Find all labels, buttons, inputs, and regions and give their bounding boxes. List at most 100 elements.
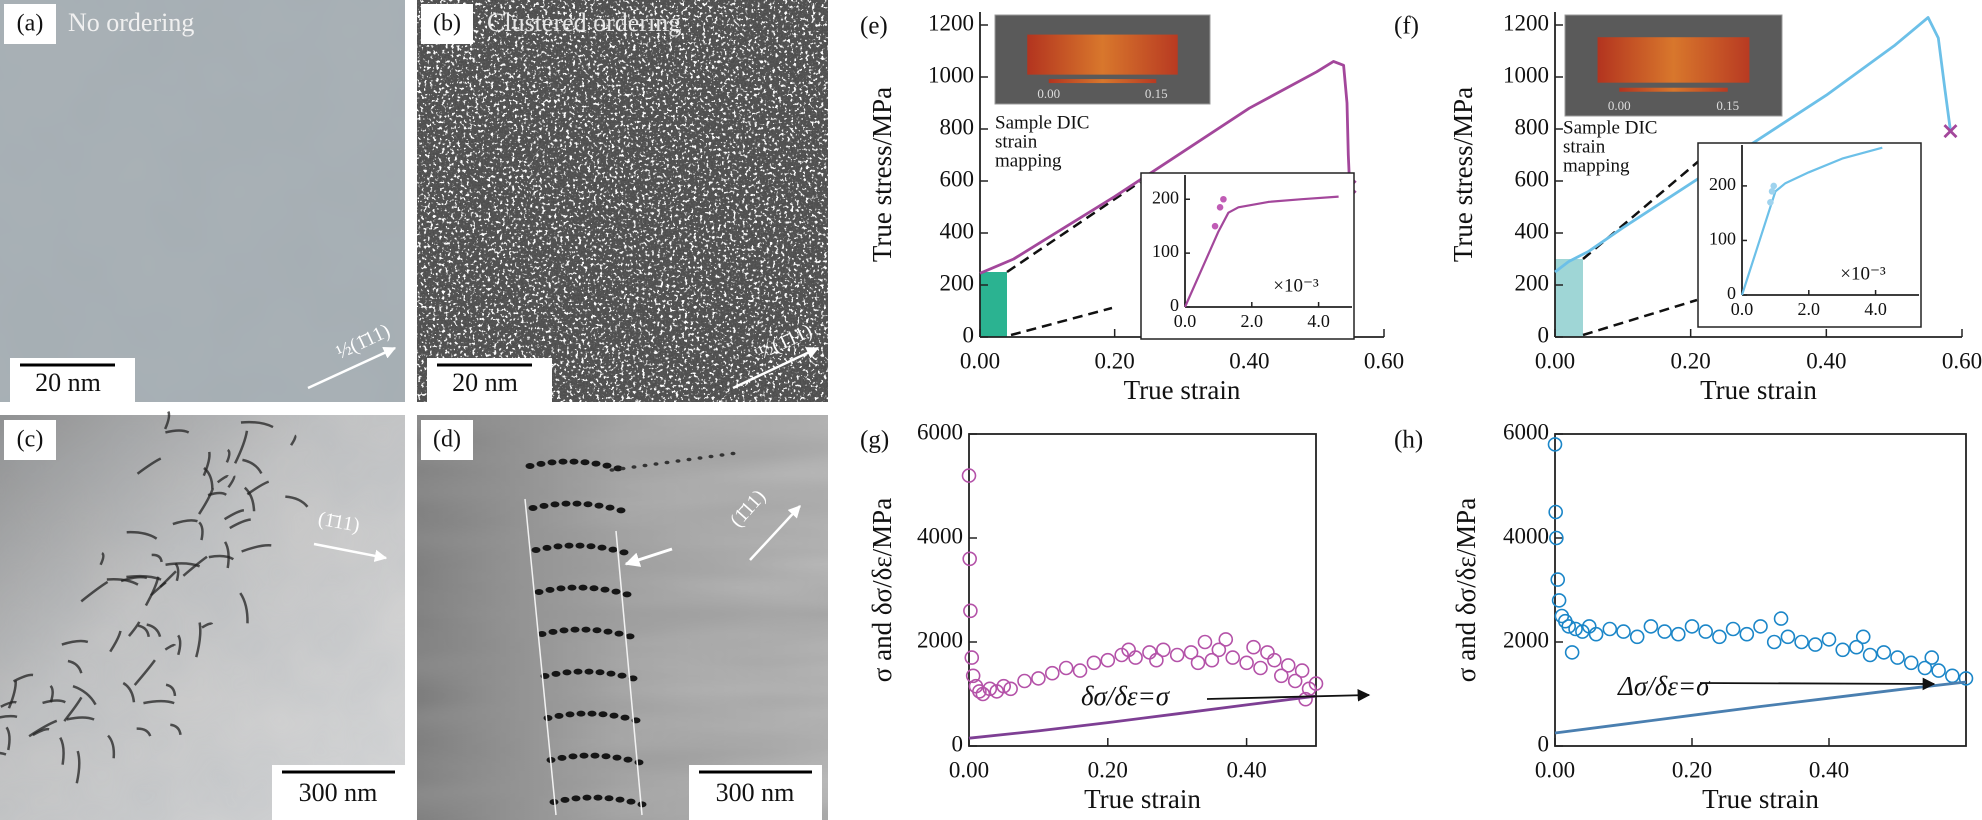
x-tick-label: 0.40 [1226,757,1266,782]
scatter-point [1698,624,1713,639]
dic-region [980,272,1007,337]
dislocation [120,575,148,583]
annotation-arrow [1699,677,1936,691]
dislocation-dot [606,670,616,677]
dislocation-dot [539,502,549,509]
dislocation-dot [592,627,602,634]
scatter-point [1211,642,1227,658]
panel-label: (b) [433,11,461,37]
scatter-point [1780,629,1796,645]
dislocation-dot [547,459,557,466]
dislocation-dot [578,584,588,591]
dislocation-dot [603,628,613,635]
dislocation-dot [528,505,538,511]
dislocation [128,621,141,637]
dislocation-dot [569,458,579,465]
y-tick-label: 200 [940,270,975,295]
x-axis-label: True strain [1700,375,1817,405]
dislocation-dot [551,670,561,677]
dislocation-dot [708,454,714,459]
dislocation [208,554,235,561]
x-tick-label: 0.00 [1535,757,1575,782]
dislocation-dot [620,714,630,721]
y-tick-label: 600 [1515,166,1550,191]
caption: No ordering [68,8,194,37]
dislocation [290,434,297,446]
dic-region [1555,259,1583,337]
dislocation [137,624,150,638]
dislocation [202,451,211,477]
dislocation-dot [602,462,612,469]
dislocation-dot [570,626,580,633]
dislocation [165,562,201,568]
dislocation-dot [579,752,589,759]
dislocation-dot [730,451,736,456]
scatter-point [1616,624,1631,639]
dislocation-dot [595,669,605,676]
annotation: Sample DIC [995,112,1089,133]
dislocation-dot [531,547,541,553]
scatter-point [1204,652,1220,668]
scatter-point [1753,619,1768,634]
scatter-point [1671,626,1686,642]
scatter-point [1549,530,1564,546]
scatter-point [962,551,977,567]
dislocation [61,639,89,646]
x-tick-label: 4.0 [1864,299,1887,319]
caption: Clustered ordering [487,8,681,37]
dislocation [136,727,152,737]
dislocation [164,411,171,430]
dislocation [216,474,229,484]
line-series [968,694,1317,740]
x-tick-label: 0.20 [1671,348,1711,373]
scatter-point [963,603,978,619]
dislocation-dot [536,460,546,467]
dislocation [143,699,175,705]
dislocation [241,544,272,553]
scatter-point [1862,647,1878,663]
scatter-point [1274,668,1289,684]
direction-arrow [732,346,820,390]
dislocation [122,681,136,703]
scatter-point [1197,634,1213,650]
scatter-point [1100,652,1116,668]
dislocation [164,643,177,651]
dislocation-dot [583,501,593,508]
inset-frame [1697,142,1922,328]
y-axis-label: True stress/MPa [1448,87,1478,262]
dislocation-dot [556,585,566,592]
dislocation-dot [664,460,670,465]
y-tick-label: 600 [940,166,975,191]
scatter-point [1142,645,1157,660]
colorbar-label: 0.00 [1608,98,1631,113]
x-tick-label: 0.40 [1809,757,1849,782]
dislocation-dot [575,542,585,549]
dislocation [170,723,182,736]
dislocation [223,508,245,521]
scatter-point [1821,632,1837,647]
dislocation-dot [637,801,647,808]
annotation: mapping [995,150,1062,171]
dislocation-dot [534,589,544,595]
dislocation-dot [580,459,590,466]
dislocation [198,521,204,541]
line-series [1740,146,1883,296]
dislocation-dot [622,591,632,598]
dislocation [285,495,309,508]
scatter-point [1561,619,1576,634]
scatter-point [1564,645,1580,660]
y-tick-label: 2000 [917,627,963,652]
dislocation [5,726,11,751]
scatter-point [1260,645,1275,660]
scatter-point [1308,676,1324,691]
scatter-point [1294,663,1310,678]
colorbar-label: 0.15 [1145,86,1168,101]
dislocation-dot [642,463,648,468]
y-tick-label: 800 [940,114,975,139]
dislocation-dot [616,507,626,514]
dislocation [165,683,177,697]
micrograph-b: (b) Clustered ordering 20 nm ½(1̄11) [417,0,828,402]
annotation: strain [995,131,1038,152]
guide-line [524,498,557,816]
x-tick-label: 0.0 [1731,299,1754,319]
